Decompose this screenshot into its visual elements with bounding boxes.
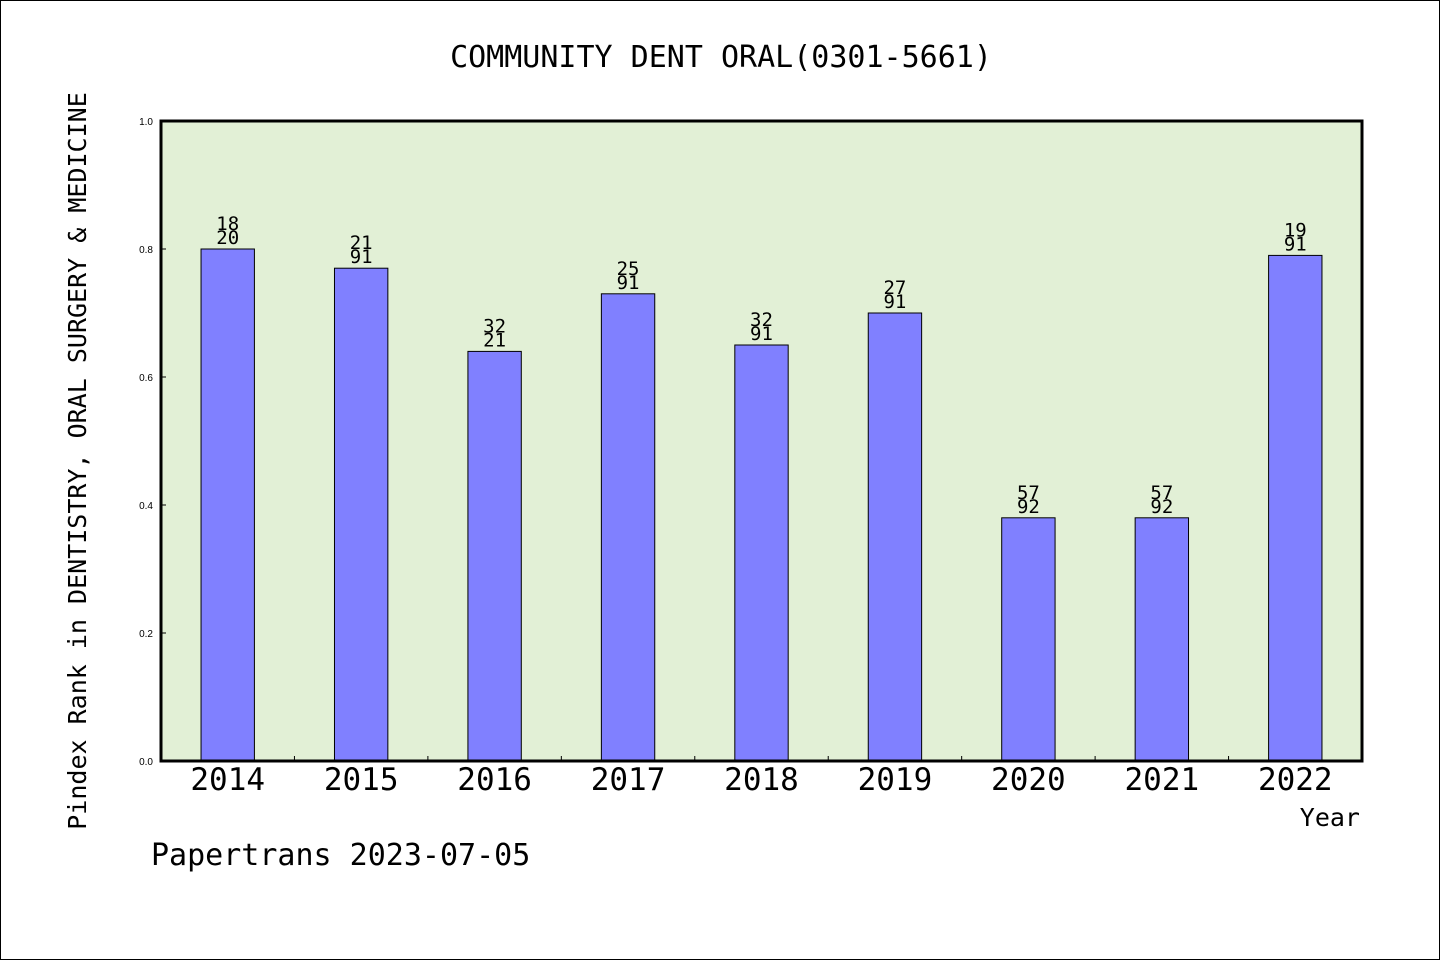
x-axis-label: Year [1300,803,1360,832]
data-label-bottom-2020: 92 [1017,496,1040,518]
bar-2018 [734,344,789,762]
x-axis-ticks: 2014 2015 2016 2017 2018 2019 2020 2021 2022 [190,756,1333,798]
data-label-top-2018: 32 [750,309,773,331]
y-tick-label-0.4: 0.4 [139,501,153,512]
x-tick-label-2018: 2018 [724,762,799,798]
x-tick-label-2020: 2020 [991,762,1066,798]
bar-2020 [1001,517,1056,762]
data-label-bottom-2017: 91 [617,272,640,294]
data-label-bottom-2019: 91 [883,291,906,313]
plot-border [159,119,1364,763]
x-tick-label-2015: 2015 [324,762,399,798]
bar-2017 [600,293,656,762]
data-label-top-2022: 19 [1284,219,1307,241]
y-tick-label-0.8: 0.8 [139,245,153,256]
data-label-top-2019: 27 [883,277,906,299]
data-label-bottom-2022: 91 [1284,233,1307,255]
data-label-bottom-2015: 91 [350,246,373,268]
x-tick-label-2021: 2021 [1125,762,1200,798]
data-label-bottom-2014: 20 [216,227,239,249]
bar-2014 [200,248,255,762]
x-tick-label-2019: 2019 [858,762,933,798]
chart-title: COMMUNITY DENT ORAL(0301-5661) [450,40,992,75]
data-label-top-2020: 57 [1017,482,1040,504]
credit-text: Papertrans 2023-07-05 [151,838,530,873]
x-tick-label-2022: 2022 [1258,762,1333,798]
x-tick-label-2016: 2016 [457,762,532,798]
bar-2021 [1134,517,1190,762]
data-label-bottom-2016: 21 [483,329,506,351]
y-tick-label-0.0: 0.0 [139,757,153,768]
y-tick-label-0.2: 0.2 [139,629,153,640]
data-label-top-2017: 25 [617,258,640,280]
data-label-top-2021: 57 [1150,482,1173,504]
data-label-bottom-2018: 91 [750,323,773,345]
y-axis-label: Pindex Rank in DENTISTRY, ORAL SURGERY &… [63,92,92,830]
y-tick-label-1.0: 1.0 [139,117,153,128]
y-tick-label-0.6: 0.6 [139,373,153,384]
data-label-bottom-2021: 92 [1150,496,1173,518]
bar-2016 [467,350,522,762]
bar-2019 [867,312,923,762]
data-label-top-2014: 18 [216,213,239,235]
data-label-top-2015: 21 [350,232,373,254]
x-tick-label-2017: 2017 [591,762,666,798]
x-tick-label-2014: 2014 [190,762,265,798]
bar-2015 [333,267,389,762]
bar-2022 [1268,254,1323,762]
bars-group [200,248,1323,762]
data-label-top-2016: 32 [483,315,506,337]
